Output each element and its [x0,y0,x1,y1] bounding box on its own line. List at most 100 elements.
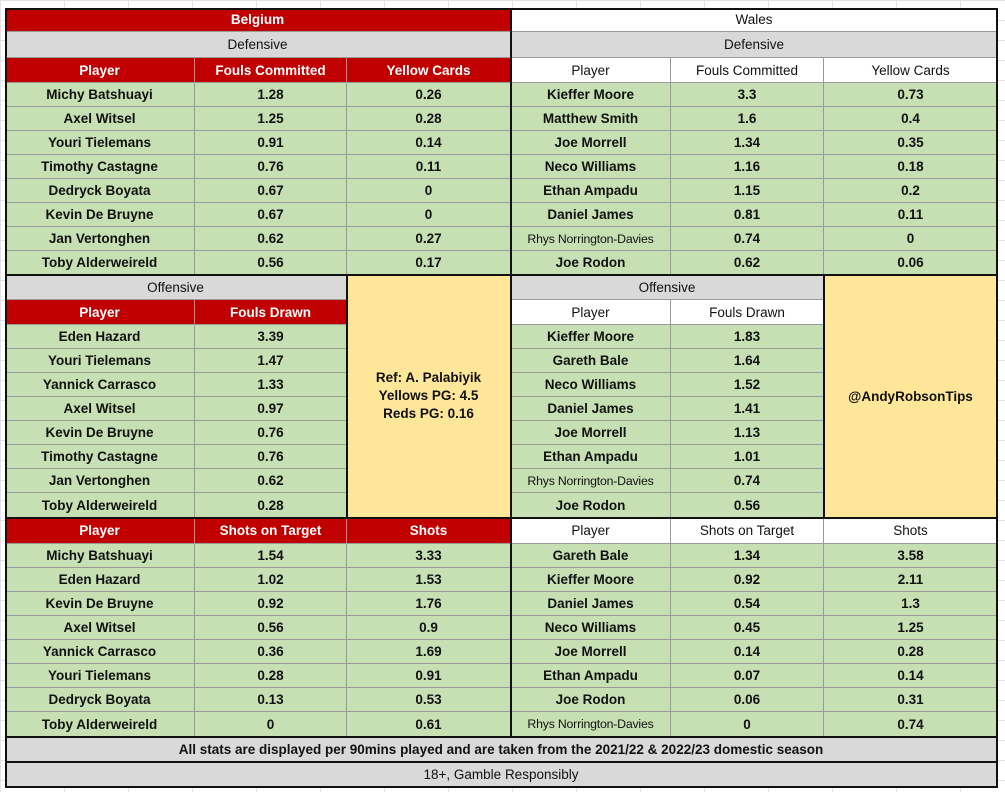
wales-defensive-col-player: Player [511,58,671,83]
table-cell: 0 [671,712,824,737]
table-cell: Axel Witsel [5,616,195,640]
table-cell: Toby Alderweireld [5,251,195,275]
table-cell: 1.15 [671,179,824,203]
table-cell: 1.54 [195,544,347,568]
table-cell: Gareth Bale [511,349,671,373]
belgium-offensive-title: Offensive [5,275,347,300]
table-cell: 0.67 [195,203,347,227]
wales-offensive-col-player: Player [511,300,671,325]
table-cell: Neco Williams [511,373,671,397]
wales-shots-col-shots: Shots [824,518,998,544]
table-cell: 0.14 [347,131,511,155]
table-cell: Kevin De Bruyne [5,421,195,445]
table-cell: 2.11 [824,568,998,592]
table-cell: Joe Morrell [511,640,671,664]
table-cell: 1.52 [671,373,824,397]
table-cell: 0.4 [824,107,998,131]
wales-team-header: Wales [511,8,998,32]
table-cell: 0 [824,227,998,251]
table-cell: 0.74 [824,712,998,737]
table-cell: 0.91 [347,664,511,688]
table-cell: 1.3 [824,592,998,616]
table-cell: Kieffer Moore [511,325,671,349]
author-handle: @AndyRobsonTips [824,275,998,518]
wales-defensive-title: Defensive [511,32,998,58]
table-cell: 0.91 [195,131,347,155]
table-cell: 1.33 [195,373,347,397]
belgium-shots-col-player: Player [5,518,195,544]
table-cell: Axel Witsel [5,397,195,421]
table-cell: 0.31 [824,688,998,712]
table-cell: 0.74 [671,227,824,251]
footer-disclaimer: 18+, Gamble Responsibly [5,762,998,788]
table-cell: 1.6 [671,107,824,131]
table-cell: Kevin De Bruyne [5,203,195,227]
table-cell: 0.92 [671,568,824,592]
table-cell: Gareth Bale [511,544,671,568]
table-cell: 0.62 [195,469,347,493]
belgium-offensive-col-fouls-drawn: Fouls Drawn [195,300,347,325]
table-cell: 0.28 [195,493,347,518]
table-cell: 3.39 [195,325,347,349]
table-cell: 1.76 [347,592,511,616]
table-cell: 0.17 [347,251,511,275]
referee-yellows-per-game: Yellows PG: 4.5 [378,388,479,403]
table-cell: Daniel James [511,203,671,227]
table-cell: Joe Rodon [511,688,671,712]
table-cell: 1.16 [671,155,824,179]
belgium-shots-col-shots: Shots [347,518,511,544]
table-cell: 1.83 [671,325,824,349]
table-cell: 0.11 [347,155,511,179]
table-cell: Kieffer Moore [511,83,671,107]
stats-sheet: Belgium Wales Defensive Defensive Player… [5,8,998,788]
table-cell: 0.14 [824,664,998,688]
table-cell: Toby Alderweireld [5,712,195,737]
table-cell: 0.92 [195,592,347,616]
table-cell: Jan Vertonghen [5,469,195,493]
table-cell: 0.28 [195,664,347,688]
table-cell: 0.45 [671,616,824,640]
table-cell: Neco Williams [511,155,671,179]
table-cell: 0.73 [824,83,998,107]
table-cell: 0.76 [195,155,347,179]
table-cell: Joe Morrell [511,131,671,155]
table-cell: 1.41 [671,397,824,421]
table-cell: 0 [347,179,511,203]
table-cell: Ethan Ampadu [511,664,671,688]
table-cell: Dedryck Boyata [5,688,195,712]
table-cell: Kieffer Moore [511,568,671,592]
footer-note: All stats are displayed per 90mins playe… [5,737,998,762]
table-cell: Youri Tielemans [5,664,195,688]
table-cell: 0.62 [195,227,347,251]
table-cell: 1.01 [671,445,824,469]
table-cell: 0.76 [195,445,347,469]
table-cell: 1.53 [347,568,511,592]
wales-shots-col-player: Player [511,518,671,544]
table-cell: 0.26 [347,83,511,107]
table-cell: 1.64 [671,349,824,373]
table-cell: Joe Rodon [511,493,671,518]
table-cell: 0 [195,712,347,737]
table-cell: 0.76 [195,421,347,445]
table-cell: 3.3 [671,83,824,107]
table-cell: 1.34 [671,131,824,155]
table-cell: Timothy Castagne [5,445,195,469]
table-cell: 0.36 [195,640,347,664]
table-cell: 0.67 [195,179,347,203]
table-cell: Ethan Ampadu [511,179,671,203]
table-cell: Rhys Norrington-Davies [511,227,671,251]
table-cell: Youri Tielemans [5,131,195,155]
table-cell: Toby Alderweireld [5,493,195,518]
table-cell: 0.18 [824,155,998,179]
table-cell: 3.33 [347,544,511,568]
wales-offensive-col-fouls-drawn: Fouls Drawn [671,300,824,325]
table-cell: Michy Batshuayi [5,83,195,107]
table-cell: 1.28 [195,83,347,107]
referee-info-box: Ref: A. Palabiyik Yellows PG: 4.5 Reds P… [347,275,511,518]
table-cell: 0 [347,203,511,227]
table-cell: 0.53 [347,688,511,712]
table-cell: 0.62 [671,251,824,275]
belgium-defensive-title: Defensive [5,32,511,58]
table-cell: 0.74 [671,469,824,493]
table-cell: 1.02 [195,568,347,592]
